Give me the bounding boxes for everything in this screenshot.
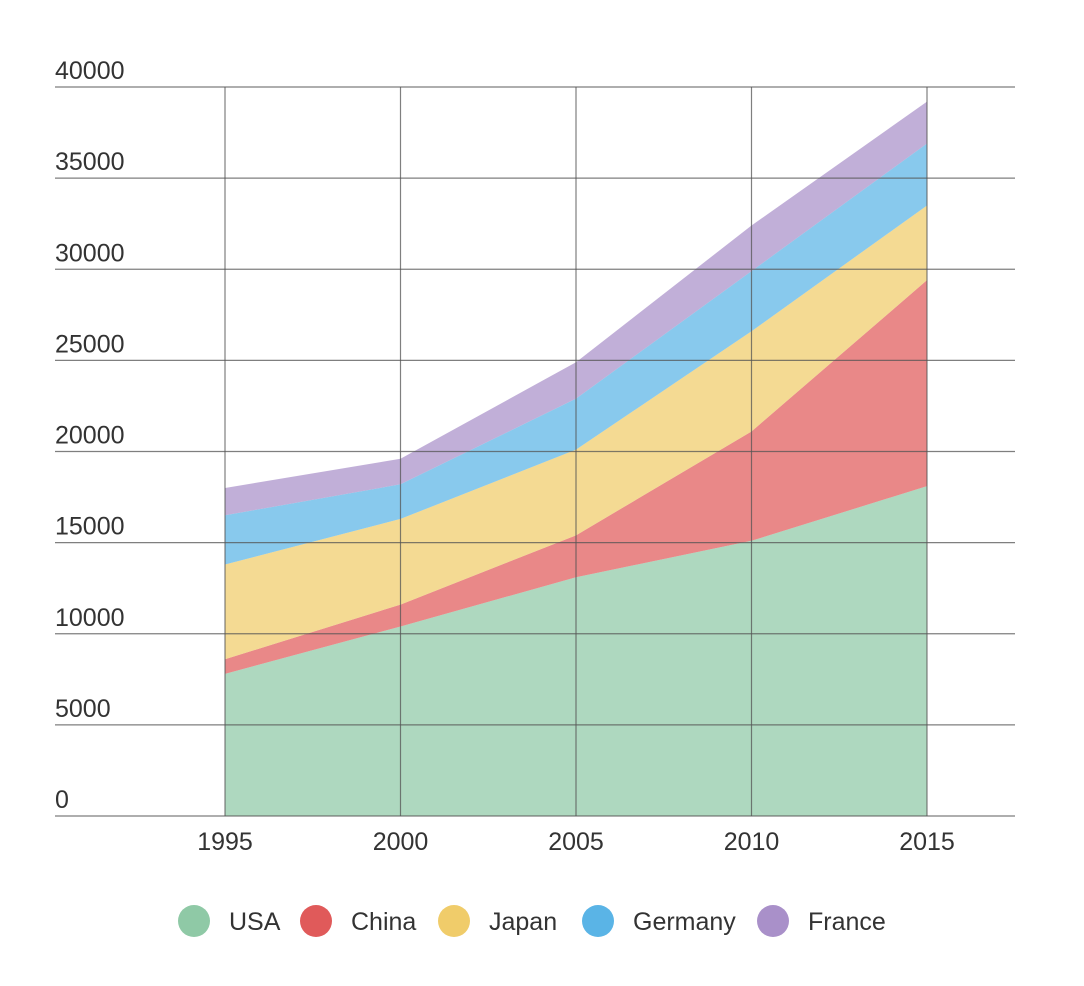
y-tick-label: 10000 xyxy=(55,604,125,632)
x-tick-label: 1995 xyxy=(197,828,253,856)
legend-marker-japan xyxy=(438,905,470,937)
x-tick-label: 2010 xyxy=(724,828,780,856)
x-tick-label: 2000 xyxy=(373,828,429,856)
y-tick-label: 5000 xyxy=(55,695,111,723)
y-axis: 0 5000 10000 15000 20000 25000 30000 35000 40000 xyxy=(55,57,125,814)
y-tick-label: 15000 xyxy=(55,513,125,541)
x-tick-label: 2015 xyxy=(899,828,955,856)
legend-marker-france xyxy=(757,905,789,937)
area-germany xyxy=(225,143,927,565)
area-china xyxy=(225,280,927,674)
legend-label-usa: USA xyxy=(229,908,281,936)
y-tick-label: 0 xyxy=(55,786,69,814)
x-axis: 1995 2000 2005 2010 2015 xyxy=(197,828,955,856)
legend-marker-germany xyxy=(582,905,614,937)
legend-label-china: China xyxy=(351,908,416,936)
legend-label-france: France xyxy=(808,908,886,936)
legend-marker-usa xyxy=(178,905,210,937)
grid-layer xyxy=(55,86,1015,817)
y-tick-label: 35000 xyxy=(55,148,125,176)
y-tick-label: 25000 xyxy=(55,330,125,358)
x-tick-label: 2005 xyxy=(548,828,604,856)
legend-label-japan: Japan xyxy=(489,908,557,936)
y-tick-label: 20000 xyxy=(55,422,125,450)
legend-label-germany: Germany xyxy=(633,908,736,936)
legend-marker-china xyxy=(300,905,332,937)
y-tick-label: 30000 xyxy=(55,239,125,267)
y-tick-label: 40000 xyxy=(55,57,125,85)
legend: USA China Japan Germany France xyxy=(178,905,886,937)
